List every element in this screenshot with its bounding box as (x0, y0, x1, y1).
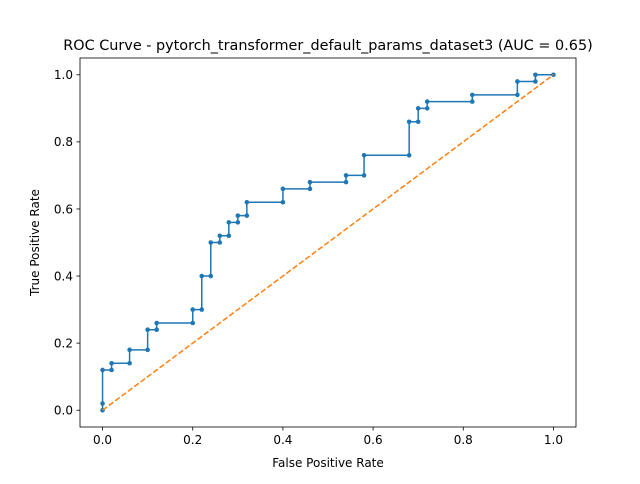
roc-point (208, 240, 214, 245)
roc-point (226, 233, 232, 239)
roc-point (244, 199, 250, 205)
roc-point (154, 327, 159, 333)
x-tick-label: 0.0 (93, 433, 112, 447)
roc-point (235, 220, 241, 225)
roc-point (145, 327, 150, 333)
roc-point (280, 186, 286, 192)
y-tick-label: 0.0 (54, 404, 73, 418)
x-tick-label: 0.6 (364, 433, 383, 447)
roc-point (515, 79, 520, 84)
roc-point (361, 152, 367, 158)
axes-frame (79, 57, 577, 428)
roc-point (424, 106, 430, 111)
roc-point (154, 320, 159, 326)
roc-curve-line (101, 74, 555, 411)
x-tick-label: 1.0 (544, 433, 563, 447)
roc-point (127, 347, 132, 353)
roc-point (424, 99, 430, 104)
roc-point (226, 220, 232, 225)
y-tick-label: 0.6 (54, 202, 73, 216)
roc-point (199, 273, 205, 279)
roc-point (217, 233, 223, 239)
y-tick-label: 0.4 (54, 269, 73, 283)
roc-point (307, 179, 313, 185)
roc-point (469, 92, 475, 98)
roc-point (533, 79, 538, 84)
roc-point (469, 99, 475, 104)
roc-point (208, 273, 214, 279)
roc-point (415, 119, 421, 125)
roc-point (361, 173, 367, 178)
roc-point (343, 179, 349, 185)
roc-point (109, 360, 114, 366)
roc-point (235, 213, 241, 218)
x-tick-label: 0.8 (454, 433, 473, 447)
roc-point (127, 360, 132, 366)
roc-point (415, 106, 421, 111)
y-tick-label: 0.8 (54, 135, 73, 149)
roc-point (533, 72, 538, 78)
x-tick-label: 0.2 (183, 433, 202, 447)
chance-diagonal-line (102, 74, 554, 411)
y-tick-label: 0.2 (54, 336, 73, 350)
roc-point (307, 186, 313, 192)
roc-point (199, 307, 205, 312)
roc-point (190, 320, 196, 326)
roc-point (100, 367, 105, 373)
x-axis-label: False Positive Rate (272, 456, 384, 470)
x-tick-label: 0.4 (273, 433, 292, 447)
roc-point (145, 347, 150, 353)
chart-title: ROC Curve - pytorch_transformer_default_… (63, 38, 592, 54)
roc-point (280, 199, 286, 205)
roc-point (217, 240, 223, 245)
y-tick-label: 1.0 (54, 68, 73, 82)
roc-point (100, 401, 105, 406)
roc-point (406, 119, 412, 125)
roc-point (244, 213, 250, 218)
y-axis-label: True Positive Rate (28, 189, 42, 297)
roc-point (406, 152, 412, 158)
roc-point (343, 173, 349, 178)
roc-point (515, 92, 520, 98)
y-axis-ticks: 0.0 0.2 0.4 0.6 0.8 1.0 (54, 68, 80, 418)
roc-point (190, 307, 196, 312)
plot-area (100, 72, 556, 413)
x-axis-ticks: 0.0 0.2 0.4 0.6 0.8 1.0 (93, 427, 563, 447)
roc-point (109, 367, 114, 373)
